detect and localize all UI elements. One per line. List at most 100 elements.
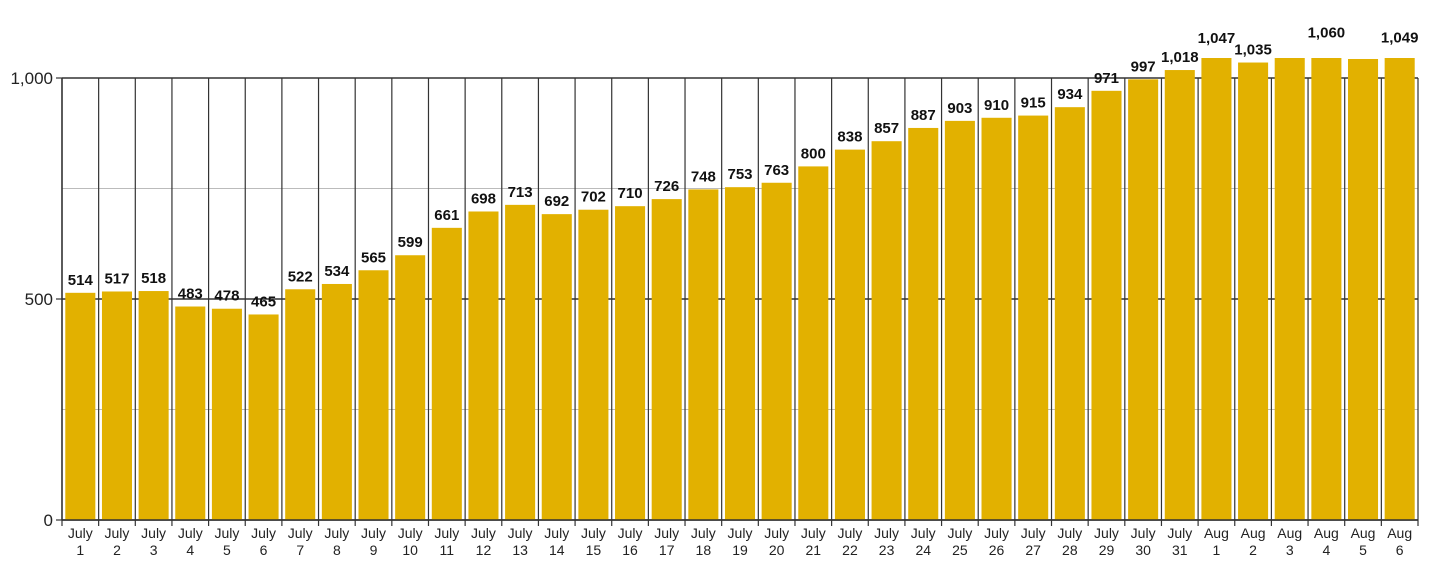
bar: [1018, 115, 1049, 520]
bar: [1348, 58, 1379, 521]
bar: [688, 189, 719, 520]
data-label: 753: [727, 166, 752, 183]
x-tick-label-month: Aug: [1314, 525, 1339, 541]
x-tick-label-month: July: [1057, 525, 1082, 541]
bar: [578, 209, 609, 520]
x-tick-label-month: July: [581, 525, 606, 541]
x-tick-label-month: July: [178, 525, 203, 541]
x-tick-label-day: 6: [1396, 542, 1404, 558]
x-tick-label-month: Aug: [1204, 525, 1229, 541]
bar: [541, 214, 572, 521]
x-tick-label-day: 5: [1359, 542, 1367, 558]
bar: [101, 291, 132, 520]
data-label: 763: [764, 162, 789, 179]
x-tick-label-month: July: [728, 525, 753, 541]
x-tick-label-day: 13: [512, 542, 528, 558]
x-tick-label-day: 15: [586, 542, 602, 558]
bar: [1274, 58, 1305, 520]
x-tick-label-day: 30: [1135, 542, 1151, 558]
x-tick-label-day: 17: [659, 542, 675, 558]
x-tick-label-day: 25: [952, 542, 968, 558]
bar: [981, 117, 1012, 520]
x-tick-label-day: 7: [296, 542, 304, 558]
bar: [395, 255, 426, 520]
x-tick-label-day: 1: [76, 542, 84, 558]
x-tick-label-day: 9: [370, 542, 378, 558]
data-label: 838: [837, 129, 862, 146]
value-labels-layer: 514 517 518 483 478 465 522 534 565 599 661 698 713 6…: [68, 24, 1419, 310]
bar: [908, 127, 939, 521]
bar: [1384, 58, 1415, 520]
axes-layer: [61, 78, 1418, 521]
y-axis: 0 500 1,000: [10, 69, 62, 530]
x-tick-label-month: July: [324, 525, 349, 541]
data-label: 997: [1131, 58, 1156, 75]
bar: [468, 211, 499, 520]
x-tick-label-day: 14: [549, 542, 565, 558]
data-label: 534: [324, 263, 350, 280]
data-label: 1,049: [1381, 29, 1419, 46]
data-label: 565: [361, 249, 386, 266]
x-tick-label-month: July: [947, 525, 972, 541]
bar: [175, 306, 206, 520]
data-label: 800: [801, 145, 826, 162]
x-tick-label-month: July: [471, 525, 496, 541]
x-tick-label-day: 28: [1062, 542, 1078, 558]
x-tick-label-day: 11: [440, 542, 455, 558]
data-label: 1,018: [1161, 49, 1199, 66]
bar: [615, 206, 646, 520]
x-tick-label-month: July: [1131, 525, 1156, 541]
x-tick-label-month: July: [508, 525, 533, 541]
x-tick-label-month: July: [105, 525, 130, 541]
bar: [138, 291, 169, 520]
data-label: 1,047: [1198, 30, 1236, 47]
x-tick-label-day: 8: [333, 542, 341, 558]
data-label: 465: [251, 293, 276, 310]
data-label: 1,060: [1308, 24, 1346, 41]
data-label: 483: [178, 286, 203, 303]
x-tick-label-month: July: [214, 525, 239, 541]
x-tick-label-month: July: [361, 525, 386, 541]
data-label: 517: [104, 270, 129, 287]
data-label: 599: [398, 234, 423, 251]
x-tick-label-month: July: [1094, 525, 1119, 541]
x-tick-label-month: Aug: [1277, 525, 1302, 541]
x-tick-label-month: July: [1167, 525, 1192, 541]
x-tick-label-day: 26: [989, 542, 1005, 558]
bar: [944, 120, 975, 521]
x-tick-label-month: July: [618, 525, 643, 541]
data-label: 934: [1057, 86, 1083, 103]
data-label: 522: [288, 268, 313, 285]
bar: [1091, 90, 1122, 521]
x-axis-labels: July1July2July3July4July5July6July7July8…: [68, 525, 1412, 558]
bar: [285, 289, 316, 520]
x-tick-label-month: Aug: [1351, 525, 1376, 541]
data-label: 1,035: [1234, 42, 1272, 59]
bar: [211, 308, 242, 520]
bar: [431, 227, 462, 520]
x-tick-label-month: July: [837, 525, 862, 541]
data-label: 702: [581, 189, 606, 206]
y-tick-label: 500: [25, 290, 53, 309]
data-label: 661: [434, 207, 459, 224]
x-tick-label-day: 12: [476, 542, 492, 558]
x-tick-label-day: 5: [223, 542, 231, 558]
data-label: 857: [874, 120, 899, 137]
data-label: 514: [68, 272, 94, 289]
x-tick-label-month: July: [68, 525, 93, 541]
bar: [1128, 79, 1159, 521]
x-tick-label-month: July: [801, 525, 826, 541]
x-tick-label-month: July: [398, 525, 423, 541]
x-tick-label-day: 6: [260, 542, 268, 558]
bar: [505, 204, 536, 520]
x-tick-label-month: Aug: [1387, 525, 1412, 541]
x-tick-label-day: 31: [1172, 542, 1188, 558]
x-tick-label-day: 24: [915, 542, 931, 558]
x-tick-label-day: 27: [1025, 542, 1041, 558]
x-tick-label-day: 21: [806, 542, 822, 558]
bar: [358, 270, 389, 520]
y-tick-label: 0: [44, 511, 53, 530]
bar: [1201, 58, 1232, 520]
bar: [871, 141, 902, 520]
x-tick-label-day: 3: [150, 542, 158, 558]
